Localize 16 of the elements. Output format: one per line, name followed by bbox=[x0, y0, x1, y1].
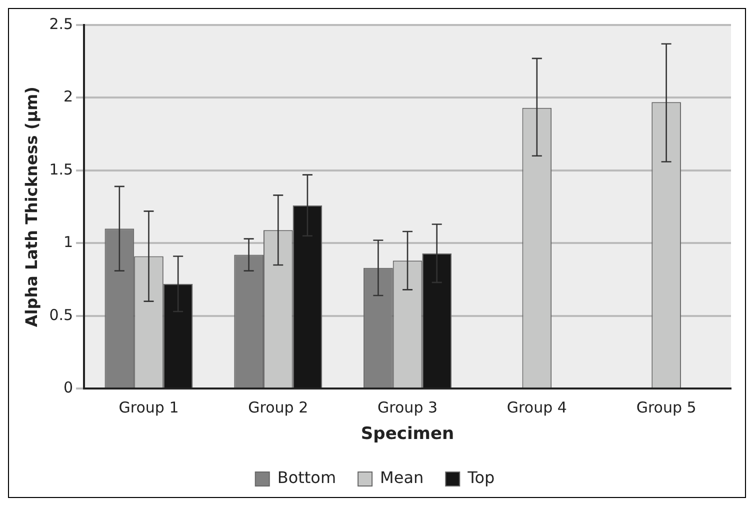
y-tick-label: 2.5 bbox=[49, 14, 74, 33]
y-tick-label: 1 bbox=[64, 233, 74, 252]
legend-label: Mean bbox=[380, 468, 424, 488]
y-tick-label: 1.5 bbox=[49, 160, 74, 178]
y-axis-title: Alpha Lath Thickness (µm) bbox=[22, 86, 41, 328]
y-tick-label: 2 bbox=[64, 88, 74, 106]
legend-label: Top bbox=[466, 468, 495, 488]
x-tick-label: Group 2 bbox=[248, 398, 308, 416]
x-tick-label: Group 3 bbox=[378, 398, 438, 416]
legend-label: Bottom bbox=[277, 468, 336, 488]
y-tick-label: 0.5 bbox=[49, 306, 74, 324]
x-tick-label: Group 1 bbox=[118, 398, 179, 416]
y-tick-label: 0 bbox=[64, 378, 74, 396]
x-tick-label: Group 4 bbox=[506, 398, 567, 416]
x-axis-title: Specimen bbox=[360, 424, 454, 444]
x-tick-label: Group 5 bbox=[636, 398, 696, 416]
